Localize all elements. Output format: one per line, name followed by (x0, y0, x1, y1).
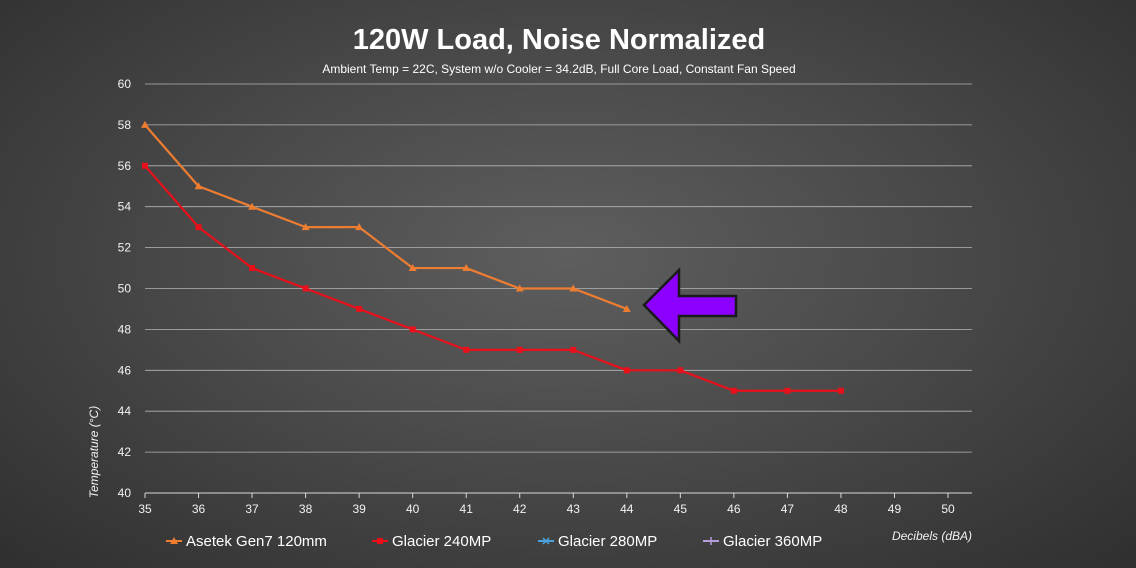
legend-item: Asetek Gen7 120mm (166, 533, 327, 550)
data-point (730, 387, 737, 394)
data-point (623, 367, 630, 374)
y-tick-label: 48 (118, 322, 132, 336)
data-point (301, 223, 310, 231)
x-tick-label: 35 (138, 502, 152, 516)
data-point (677, 367, 684, 374)
x-tick-label: 41 (460, 502, 474, 516)
series (141, 120, 844, 394)
series-1 (142, 162, 844, 394)
x-tick-label: 49 (888, 502, 902, 516)
axes (144, 492, 972, 498)
data-point (515, 284, 524, 292)
x-tick-label: 47 (781, 502, 795, 516)
data-point (302, 285, 309, 292)
pointer-arrow (642, 266, 738, 345)
data-point (142, 162, 148, 169)
y-tick-label: 40 (118, 486, 132, 500)
data-point (195, 224, 202, 231)
y-tick-label: 60 (118, 77, 132, 91)
chart-title: 120W Load, Noise Normalized (353, 24, 766, 56)
y-tick-label: 44 (118, 404, 132, 418)
x-tick-label: 43 (567, 502, 581, 516)
legend-label: Glacier 280MP (558, 533, 657, 550)
y-tick-labels: 40 42 44 46 48 50 52 54 56 58 60 (118, 77, 132, 500)
series-0 (141, 120, 631, 312)
pointer-arrow-annotation (642, 266, 738, 345)
grid-lines (145, 83, 972, 453)
data-point (194, 182, 203, 190)
data-point (570, 346, 577, 353)
data-point (569, 284, 578, 292)
x-tick-label: 40 (406, 502, 420, 516)
legend-swatch-marker (542, 537, 550, 545)
y-tick-label: 46 (118, 363, 132, 377)
y-tick-label: 54 (118, 200, 132, 214)
x-tick-label: 39 (352, 502, 366, 516)
data-point (356, 305, 363, 312)
data-point (141, 120, 149, 128)
chart-subtitle: Ambient Temp = 22C, System w/o Cooler = … (322, 62, 795, 76)
series-line (144, 165, 841, 392)
data-point (409, 326, 416, 333)
data-point (355, 223, 364, 231)
x-tick-label: 36 (192, 502, 206, 516)
series-line (144, 124, 628, 310)
legend-swatch-marker (377, 538, 383, 544)
data-point (463, 346, 470, 353)
x-tick-label: 50 (941, 502, 955, 516)
legend-item: Glacier 240MP (372, 533, 491, 550)
x-tick-label: 42 (513, 502, 527, 516)
data-point (249, 265, 256, 272)
legend-item: Glacier 360MP (703, 533, 822, 550)
x-axis-title: Decibels (dBA) (892, 529, 972, 543)
y-axis-title: Temperature (°C) (87, 406, 101, 498)
legend-swatch-marker (170, 537, 178, 544)
legend: Asetek Gen7 120mm Glacier 240MP Glacier 28… (166, 533, 822, 550)
data-point (837, 387, 844, 394)
legend-label: Glacier 240MP (392, 533, 491, 550)
y-tick-label: 58 (118, 118, 132, 132)
legend-item: Glacier 280MP (538, 533, 657, 550)
x-tick-labels: 35 36 37 38 39 40 41 42 43 44 45 46 47 48 49 50 (138, 502, 955, 516)
y-tick-label: 56 (118, 159, 132, 173)
x-tick-label: 44 (620, 502, 634, 516)
x-tick-label: 37 (245, 502, 259, 516)
y-tick-label: 50 (118, 282, 132, 296)
data-point (248, 202, 257, 210)
y-tick-label: 52 (118, 241, 132, 255)
data-point (462, 264, 471, 272)
x-tick-label: 45 (674, 502, 688, 516)
legend-label: Asetek Gen7 120mm (186, 533, 327, 550)
legend-label: Glacier 360MP (723, 533, 822, 550)
data-point (516, 346, 523, 353)
x-tick-label: 46 (727, 502, 741, 516)
data-point (408, 264, 417, 272)
x-tick-label: 38 (299, 502, 313, 516)
data-point (622, 304, 631, 312)
legend-swatch-marker (707, 537, 715, 545)
data-point (784, 387, 791, 394)
x-tick-label: 48 (834, 502, 848, 516)
y-tick-label: 42 (118, 445, 132, 459)
